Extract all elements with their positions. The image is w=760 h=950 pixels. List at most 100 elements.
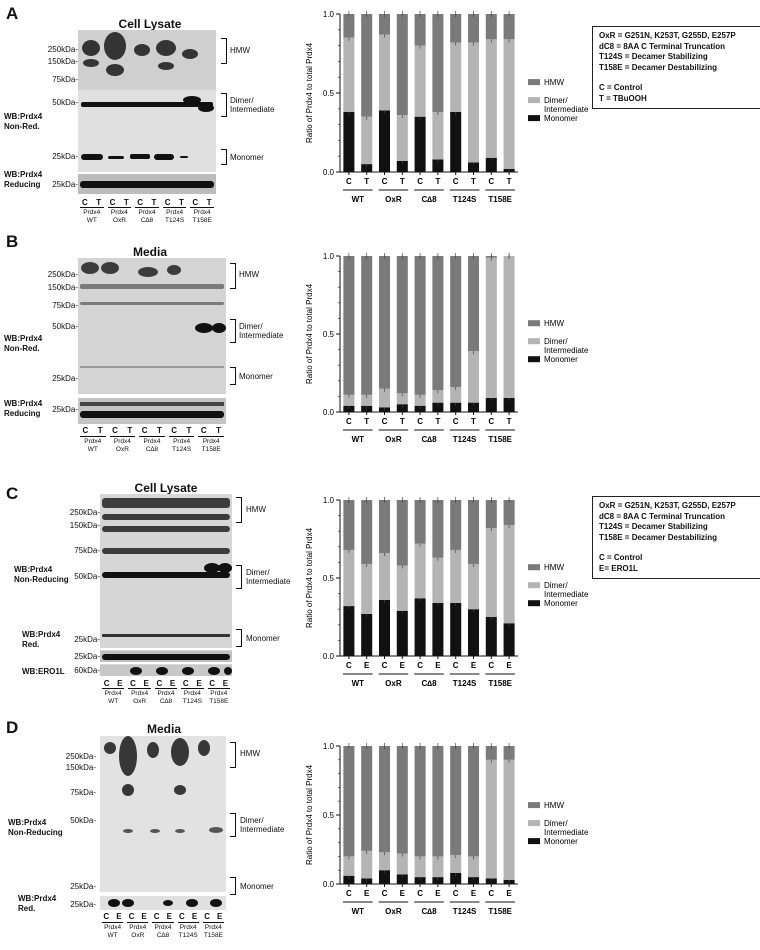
group-label: T158E — [488, 435, 512, 444]
bar-segment — [414, 877, 426, 884]
bar-segment — [343, 37, 355, 112]
western-blot-b-nonreducing — [78, 258, 226, 394]
sample-underline — [102, 688, 125, 689]
wb-label-c-red: WB:Prdx4 Red. — [22, 630, 61, 649]
legend-swatch — [528, 820, 540, 827]
mw-label-c-red-25: 25kDa- — [74, 652, 100, 661]
x-tick-label: C — [382, 889, 388, 898]
legend-swatch — [528, 356, 540, 363]
bar-segment — [343, 111, 355, 172]
x-tick-label: C — [382, 661, 388, 670]
band-label-c-hmw: HMW — [246, 505, 266, 514]
bar-segment — [467, 42, 480, 163]
stacked-bar-chart-d: 0.0 0.5 1.0 Ratio of Prdx4 to total Prdx4 C E… — [305, 742, 588, 916]
bar-segment — [414, 256, 426, 395]
bracket-b-monomer — [230, 367, 236, 385]
x-tick-label: C — [488, 417, 494, 426]
group-label: T124S — [453, 435, 477, 444]
bar-segment — [450, 402, 462, 412]
bar-segment — [503, 500, 515, 525]
bracket-b-hmw — [230, 263, 236, 289]
legend-label: Monomer — [544, 355, 578, 364]
x-tick-label: C — [382, 417, 388, 426]
legend-swatch — [528, 564, 540, 571]
band-label-d-hmw: HMW — [240, 749, 260, 758]
bar-segment — [450, 549, 462, 603]
bar-segment — [396, 115, 408, 161]
lane-label: E — [116, 912, 122, 921]
bar-segment — [432, 557, 444, 603]
western-blot-b-reducing — [78, 398, 226, 424]
sample-label: Prdx4 WT — [104, 924, 122, 939]
band-label-a-dimer: Dimer/Intermediate — [230, 96, 275, 114]
bar-segment — [485, 397, 497, 412]
sample-label: Prdx4 OxR — [113, 438, 131, 453]
mw-label-a-250: 250kDa- — [47, 45, 78, 54]
mw-label-c-ero-60: 60kDa- — [74, 666, 100, 675]
bar-segment — [485, 14, 497, 40]
wb-label-b-nonred: WB:Prdx4 Non-Red. — [4, 334, 43, 353]
bar-segment — [450, 855, 462, 873]
legend-swatch — [528, 838, 540, 845]
legend-swatch — [528, 115, 540, 122]
bracket-d-monomer — [230, 877, 236, 895]
bracket-a-dimer — [221, 93, 227, 117]
lane-label: E — [196, 679, 202, 688]
sample-label: Prdx4 T124S — [165, 209, 185, 224]
sample-underline — [128, 688, 151, 689]
legend-swatch — [528, 600, 540, 607]
lane-label: T — [186, 426, 192, 435]
lane-label: E — [217, 912, 223, 921]
mw-label-a-75: 75kDa- — [52, 75, 78, 84]
band-label-c-dimer: Dimer/Intermediate — [246, 568, 291, 586]
stacked-bar-chart-c: 0.0 0.5 1.0 Ratio of Prdx4 to total Prdx4 C E… — [305, 496, 588, 688]
blot-title-c: Cell Lysate — [134, 481, 198, 495]
bar-segment — [414, 500, 426, 544]
bar-segment — [485, 257, 497, 398]
y-axis-label: Ratio of Prdx4 to total Prdx4 — [305, 527, 314, 628]
sample-labels-a: Prdx4 WT Prdx4 OxR Prdx4 C∆8 Prdx4 T124S Prdx4 T1… — [78, 207, 216, 227]
bar-segment — [343, 256, 355, 395]
group-label: OxR — [385, 435, 402, 444]
bar-segment — [343, 549, 355, 607]
sample-underline — [107, 207, 132, 208]
band-label-b-hmw: HMW — [239, 270, 259, 279]
x-tick-label: C — [346, 417, 352, 426]
bar-segment — [450, 256, 462, 388]
lane-label: C — [141, 426, 148, 435]
lane-label: E — [222, 679, 229, 688]
western-blot-d-nonreducing — [100, 736, 226, 892]
bar-segment — [396, 404, 408, 412]
bar-segment — [450, 500, 462, 550]
bracket-b-dimer — [230, 319, 236, 343]
bar-segment — [396, 853, 408, 875]
lane-label: T — [96, 198, 102, 207]
sample-label: Prdx4 T124S — [182, 690, 202, 705]
mw-label-c-25: 25kDa- — [74, 635, 100, 644]
bracket-a-monomer — [221, 149, 227, 165]
legend-label: Monomer — [544, 837, 578, 846]
lane-label: C — [164, 198, 171, 207]
bar-segment — [432, 602, 444, 656]
bar-segment — [378, 599, 391, 656]
sample-underline — [190, 207, 214, 208]
bar-segment — [467, 563, 480, 610]
y-tick-label: 0.5 — [323, 330, 335, 339]
legend-label: Intermediate — [544, 346, 588, 355]
mw-label-d-75: 75kDa- — [70, 788, 96, 797]
sample-underline — [181, 688, 204, 689]
bar-segment — [378, 746, 391, 853]
sample-label: Prdx4 OxR — [129, 924, 147, 939]
bar-segment — [450, 111, 462, 172]
y-axis-label: Ratio of Prdx4 to total Prdx4 — [305, 764, 314, 865]
bar-segment — [361, 563, 373, 614]
x-tick-label: C — [417, 177, 423, 186]
bar-segment — [467, 746, 480, 857]
legend-line: C = Control — [599, 553, 643, 562]
legend-line: T158E = Decamer Destabilizing — [599, 62, 718, 72]
panel-label-c: C — [6, 484, 19, 503]
bar-segment — [396, 14, 408, 116]
x-tick-label: E — [471, 889, 477, 898]
